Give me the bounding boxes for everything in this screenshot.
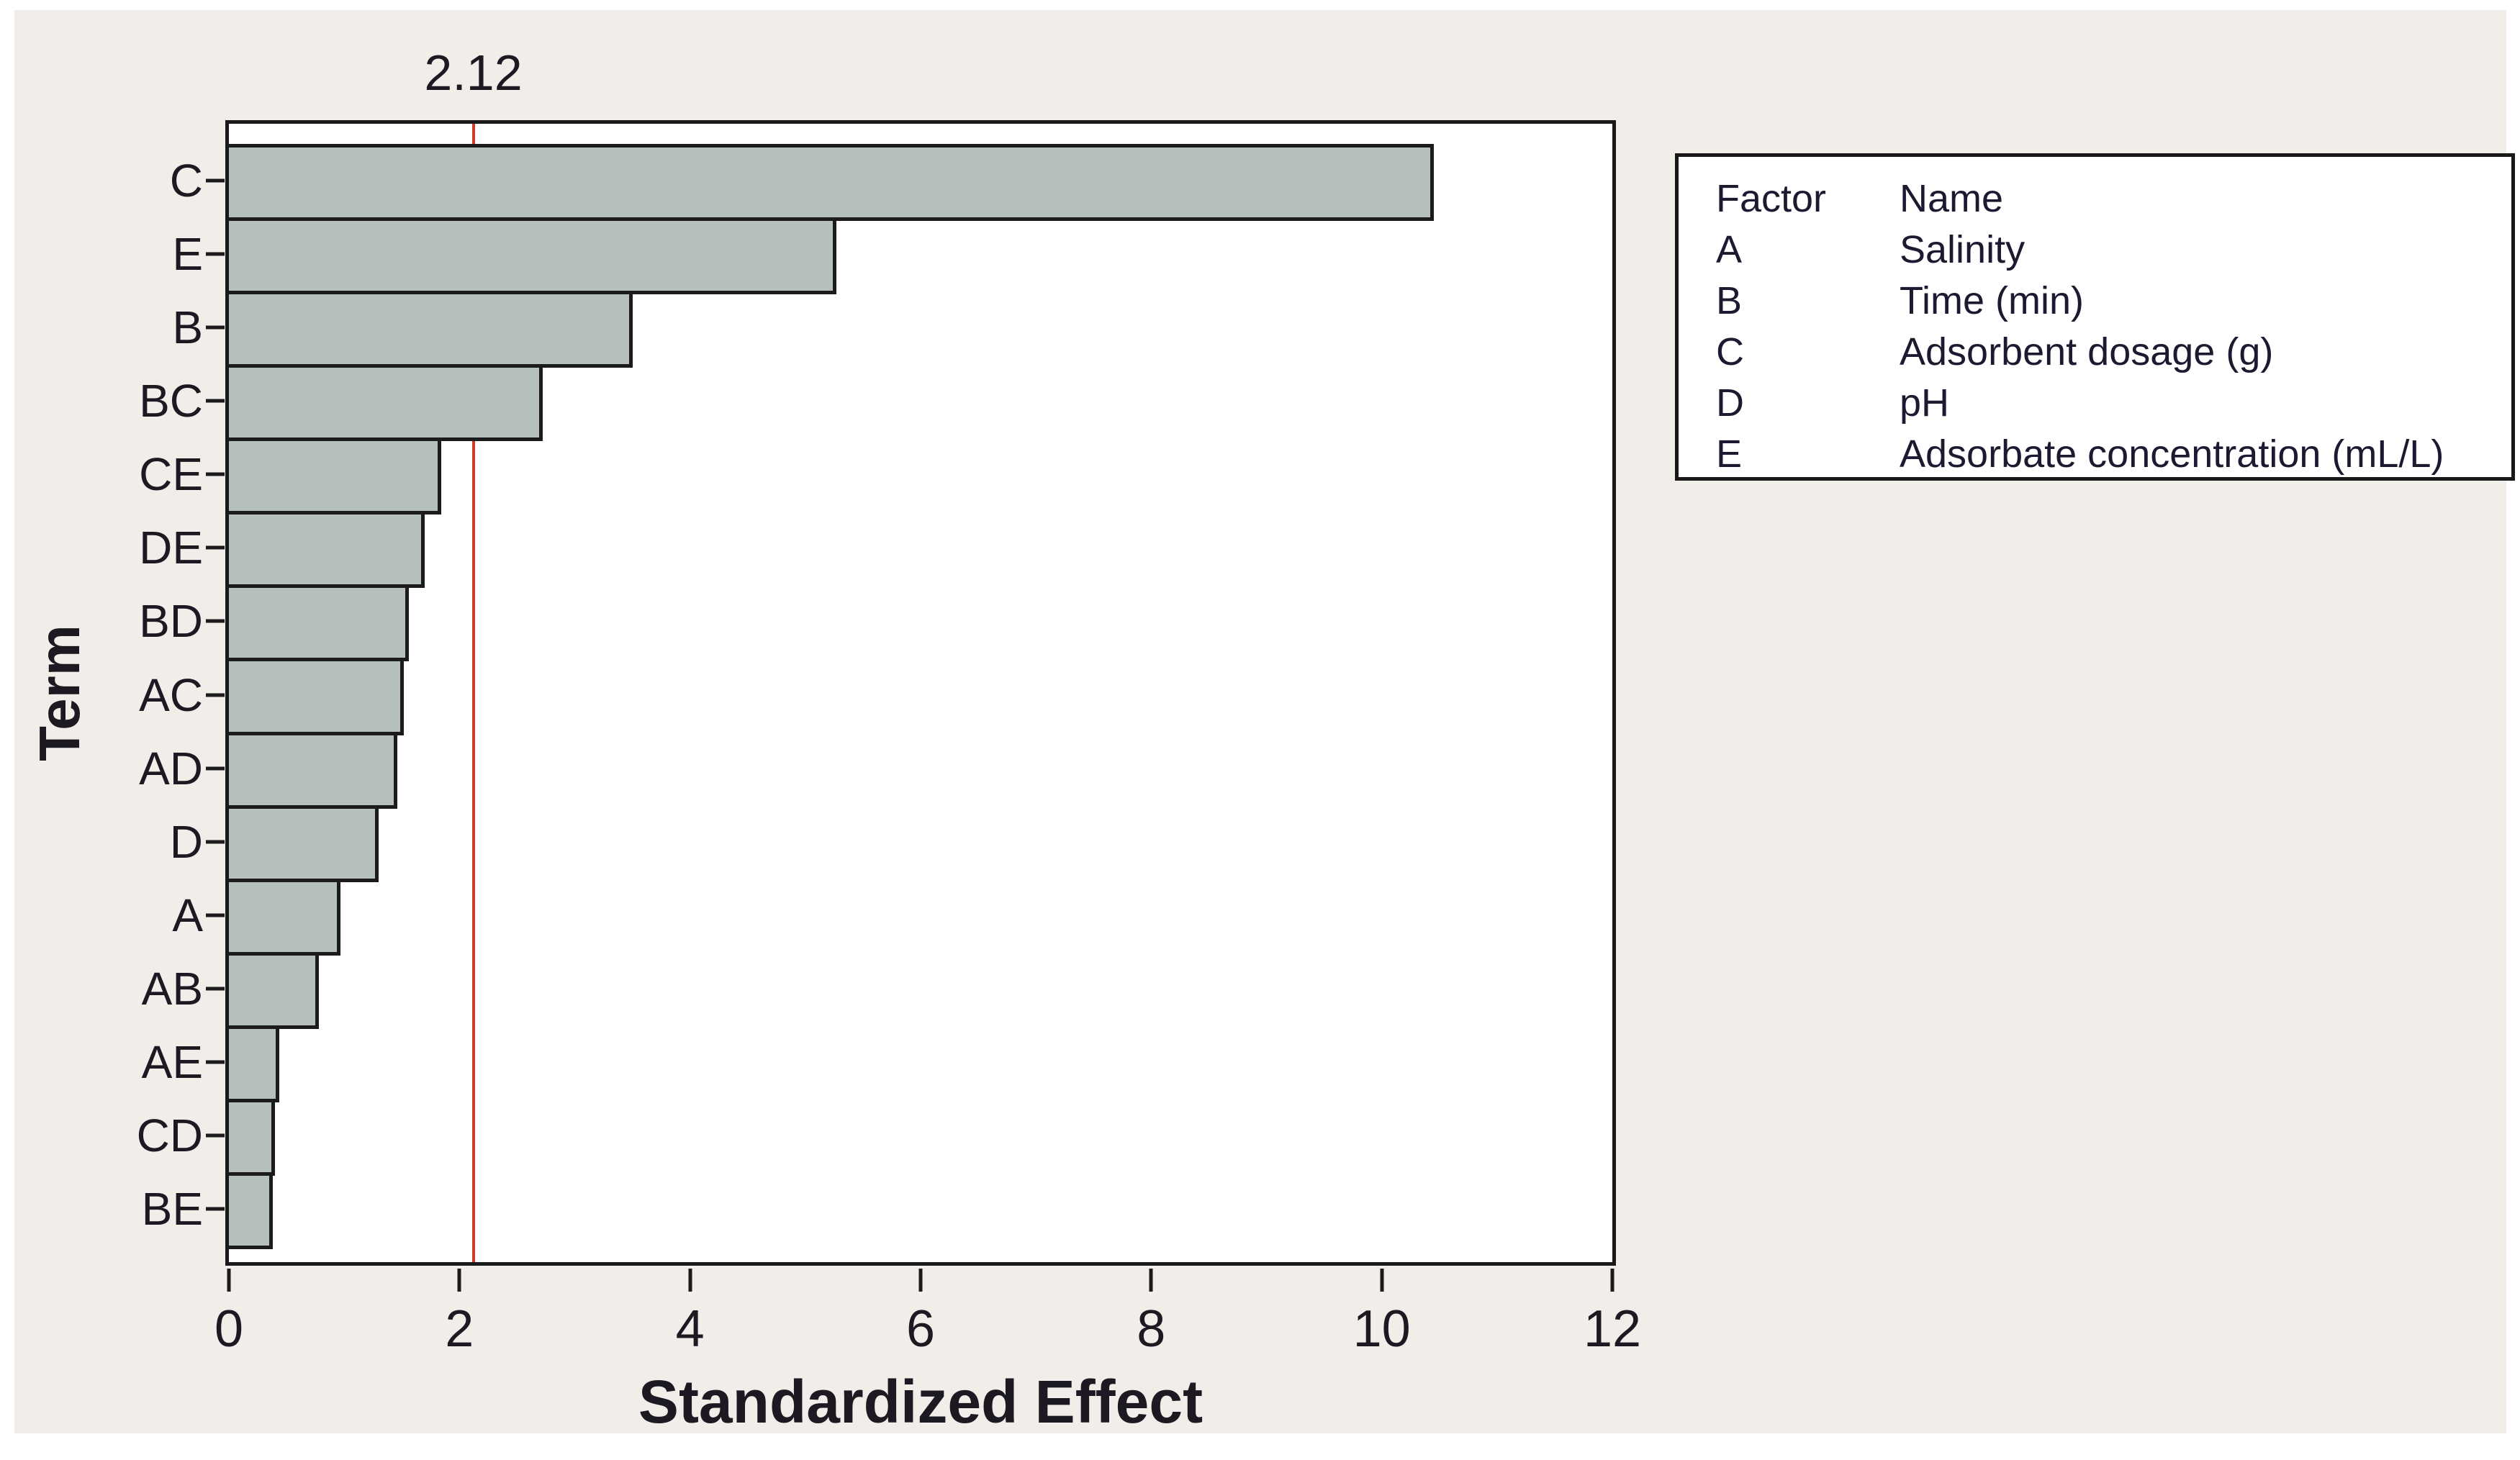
reference-line-label: 2.12 (424, 45, 523, 101)
legend-row-B: B Time (min) (1716, 275, 2504, 326)
bar-AE (229, 1025, 280, 1102)
bar-E (229, 217, 837, 295)
legend-factor: A (1716, 227, 1743, 271)
term-label-CD: CD (136, 1109, 203, 1161)
x-tick (918, 1269, 923, 1292)
x-tick (457, 1269, 461, 1292)
term-label-AB: AB (141, 962, 203, 1015)
bar-CD (229, 1098, 276, 1176)
x-tick-label: 4 (675, 1300, 705, 1358)
term-label-E: E (172, 228, 203, 281)
term-label-BC: BC (139, 375, 203, 427)
reference-line (471, 124, 475, 1262)
legend-header-name: Name (1900, 176, 2004, 220)
term-label-AC: AC (139, 668, 203, 721)
y-tick (206, 619, 225, 623)
y-tick (206, 913, 225, 917)
x-axis-title: Standardized Effect (638, 1368, 1203, 1436)
legend-factor: C (1716, 330, 1744, 373)
x-tick-label: 6 (906, 1300, 936, 1358)
bar-AB (229, 951, 319, 1029)
term-label-A: A (172, 889, 203, 941)
bar-C (229, 144, 1434, 222)
term-label-BD: BD (139, 595, 203, 648)
x-axis: 0 2 4 6 8 10 12 (214, 1266, 1641, 1381)
bar-BC (229, 364, 543, 442)
y-tick (206, 840, 225, 844)
factor-legend: Factor Name A Salinity B Time (min) C Adsorbe… (1675, 153, 2515, 481)
bar-AC (229, 658, 405, 735)
x-tick-label: 0 (214, 1300, 244, 1358)
bar-BD (229, 584, 409, 662)
y-tick (206, 472, 225, 476)
x-tick-label: 12 (1583, 1300, 1642, 1358)
plot-area: C E B BC CE DE BD AC AD D A AB AE CD BE (137, 120, 1616, 1266)
y-tick (206, 545, 225, 550)
x-tick (688, 1269, 692, 1292)
legend-factor-name: Salinity (1900, 227, 2026, 271)
y-tick (206, 399, 225, 403)
term-label-AE: AE (141, 1035, 203, 1088)
x-tick-label: 8 (1137, 1300, 1166, 1358)
term-label-BE: BE (141, 1182, 203, 1235)
bar-CE (229, 437, 441, 515)
y-tick (206, 1060, 225, 1064)
term-label-CE: CE (139, 448, 203, 501)
bar-BE (229, 1171, 273, 1249)
y-tick (206, 987, 225, 991)
legend-factor-name: pH (1900, 381, 1950, 425)
bar-D (229, 804, 379, 882)
y-tick (206, 252, 225, 256)
term-label-D: D (169, 815, 203, 868)
legend-factor: E (1716, 432, 1743, 476)
bar-DE (229, 511, 425, 589)
legend-row-E: E Adsorbate concentration (mL/L) (1716, 428, 2504, 479)
x-tick (227, 1269, 231, 1292)
legend-factor-name: Adsorbent dosage (g) (1900, 330, 2274, 373)
x-tick (1380, 1269, 1384, 1292)
y-tick (206, 766, 225, 771)
y-axis-labels: C E B BC CE DE BD AC AD D A AB AE CD BE (42, 124, 229, 1262)
legend-factor: B (1716, 278, 1743, 322)
y-tick (206, 693, 225, 697)
y-tick (206, 1133, 225, 1138)
bar-A (229, 878, 341, 956)
x-tick (1610, 1269, 1614, 1292)
y-tick (206, 1207, 225, 1211)
x-tick-label: 2 (445, 1300, 474, 1358)
reference-label-strip: 2.12 (229, 39, 1612, 114)
y-tick (206, 325, 225, 330)
legend-row-A: A Salinity (1716, 224, 2504, 275)
legend-factor-name: Adsorbate concentration (mL/L) (1900, 432, 2444, 476)
x-tick (1149, 1269, 1153, 1292)
x-tick-label: 10 (1352, 1300, 1411, 1358)
term-label-AD: AD (139, 742, 203, 794)
bar-B (229, 291, 633, 368)
legend-header-factor: Factor (1716, 176, 1827, 220)
legend-factor: D (1716, 381, 1744, 425)
plot-data-region (229, 124, 1612, 1262)
term-label-B: B (172, 301, 203, 354)
legend-row-C: C Adsorbent dosage (g) (1716, 326, 2504, 377)
legend-factor-name: Time (min) (1900, 278, 2084, 322)
term-label-C: C (169, 155, 203, 207)
bar-AD (229, 731, 397, 809)
y-tick (206, 178, 225, 183)
legend-header-row: Factor Name (1716, 173, 2504, 224)
term-label-DE: DE (139, 522, 203, 574)
